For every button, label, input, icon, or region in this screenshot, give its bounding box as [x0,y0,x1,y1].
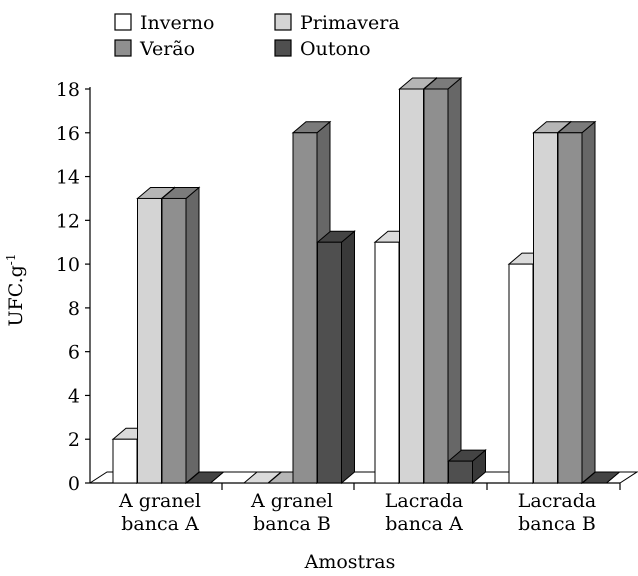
y-tick-label: 14 [56,167,80,189]
y-tick-label: 18 [56,79,80,101]
y-axis-title: UFC.g-1 [4,254,27,327]
x-category-label: A granel banca A [118,490,201,535]
legend-label: Inverno [140,12,214,34]
legend-item: Inverno [114,12,214,34]
x-axis-title: Amostras [304,551,396,571]
bar [422,76,463,485]
legend-swatch [274,13,292,31]
y-tick-label: 6 [68,342,80,364]
x-category-label: Lacrada banca A [385,490,464,535]
legend-swatch [114,39,132,57]
legend-item: Primavera [274,12,400,34]
y-tick-label: 16 [56,123,80,145]
legend-label: Primavera [300,12,400,34]
bar [556,120,597,485]
legend-label: Outono [300,38,371,60]
bar [185,471,225,484]
bar [316,230,356,485]
y-tick-label: 10 [56,254,80,276]
bar [447,449,487,485]
legend-label: Verão [139,38,195,60]
y-tick-label: 12 [56,210,80,232]
legend-item: Verão [114,38,195,60]
bar [581,471,621,484]
legend-swatch [114,13,132,31]
bar [160,186,201,485]
legend-box [99,10,381,66]
y-tick-label: 0 [68,473,80,495]
x-category-label: Lacrada banca B [518,490,597,535]
y-tick-label: 2 [68,429,80,451]
y-tick-label: 8 [68,298,80,320]
legend-swatch [274,39,292,57]
legend-item: Outono [274,38,371,60]
x-category-label: A granel banca B [250,490,333,535]
y-tick-label: 4 [68,385,80,407]
